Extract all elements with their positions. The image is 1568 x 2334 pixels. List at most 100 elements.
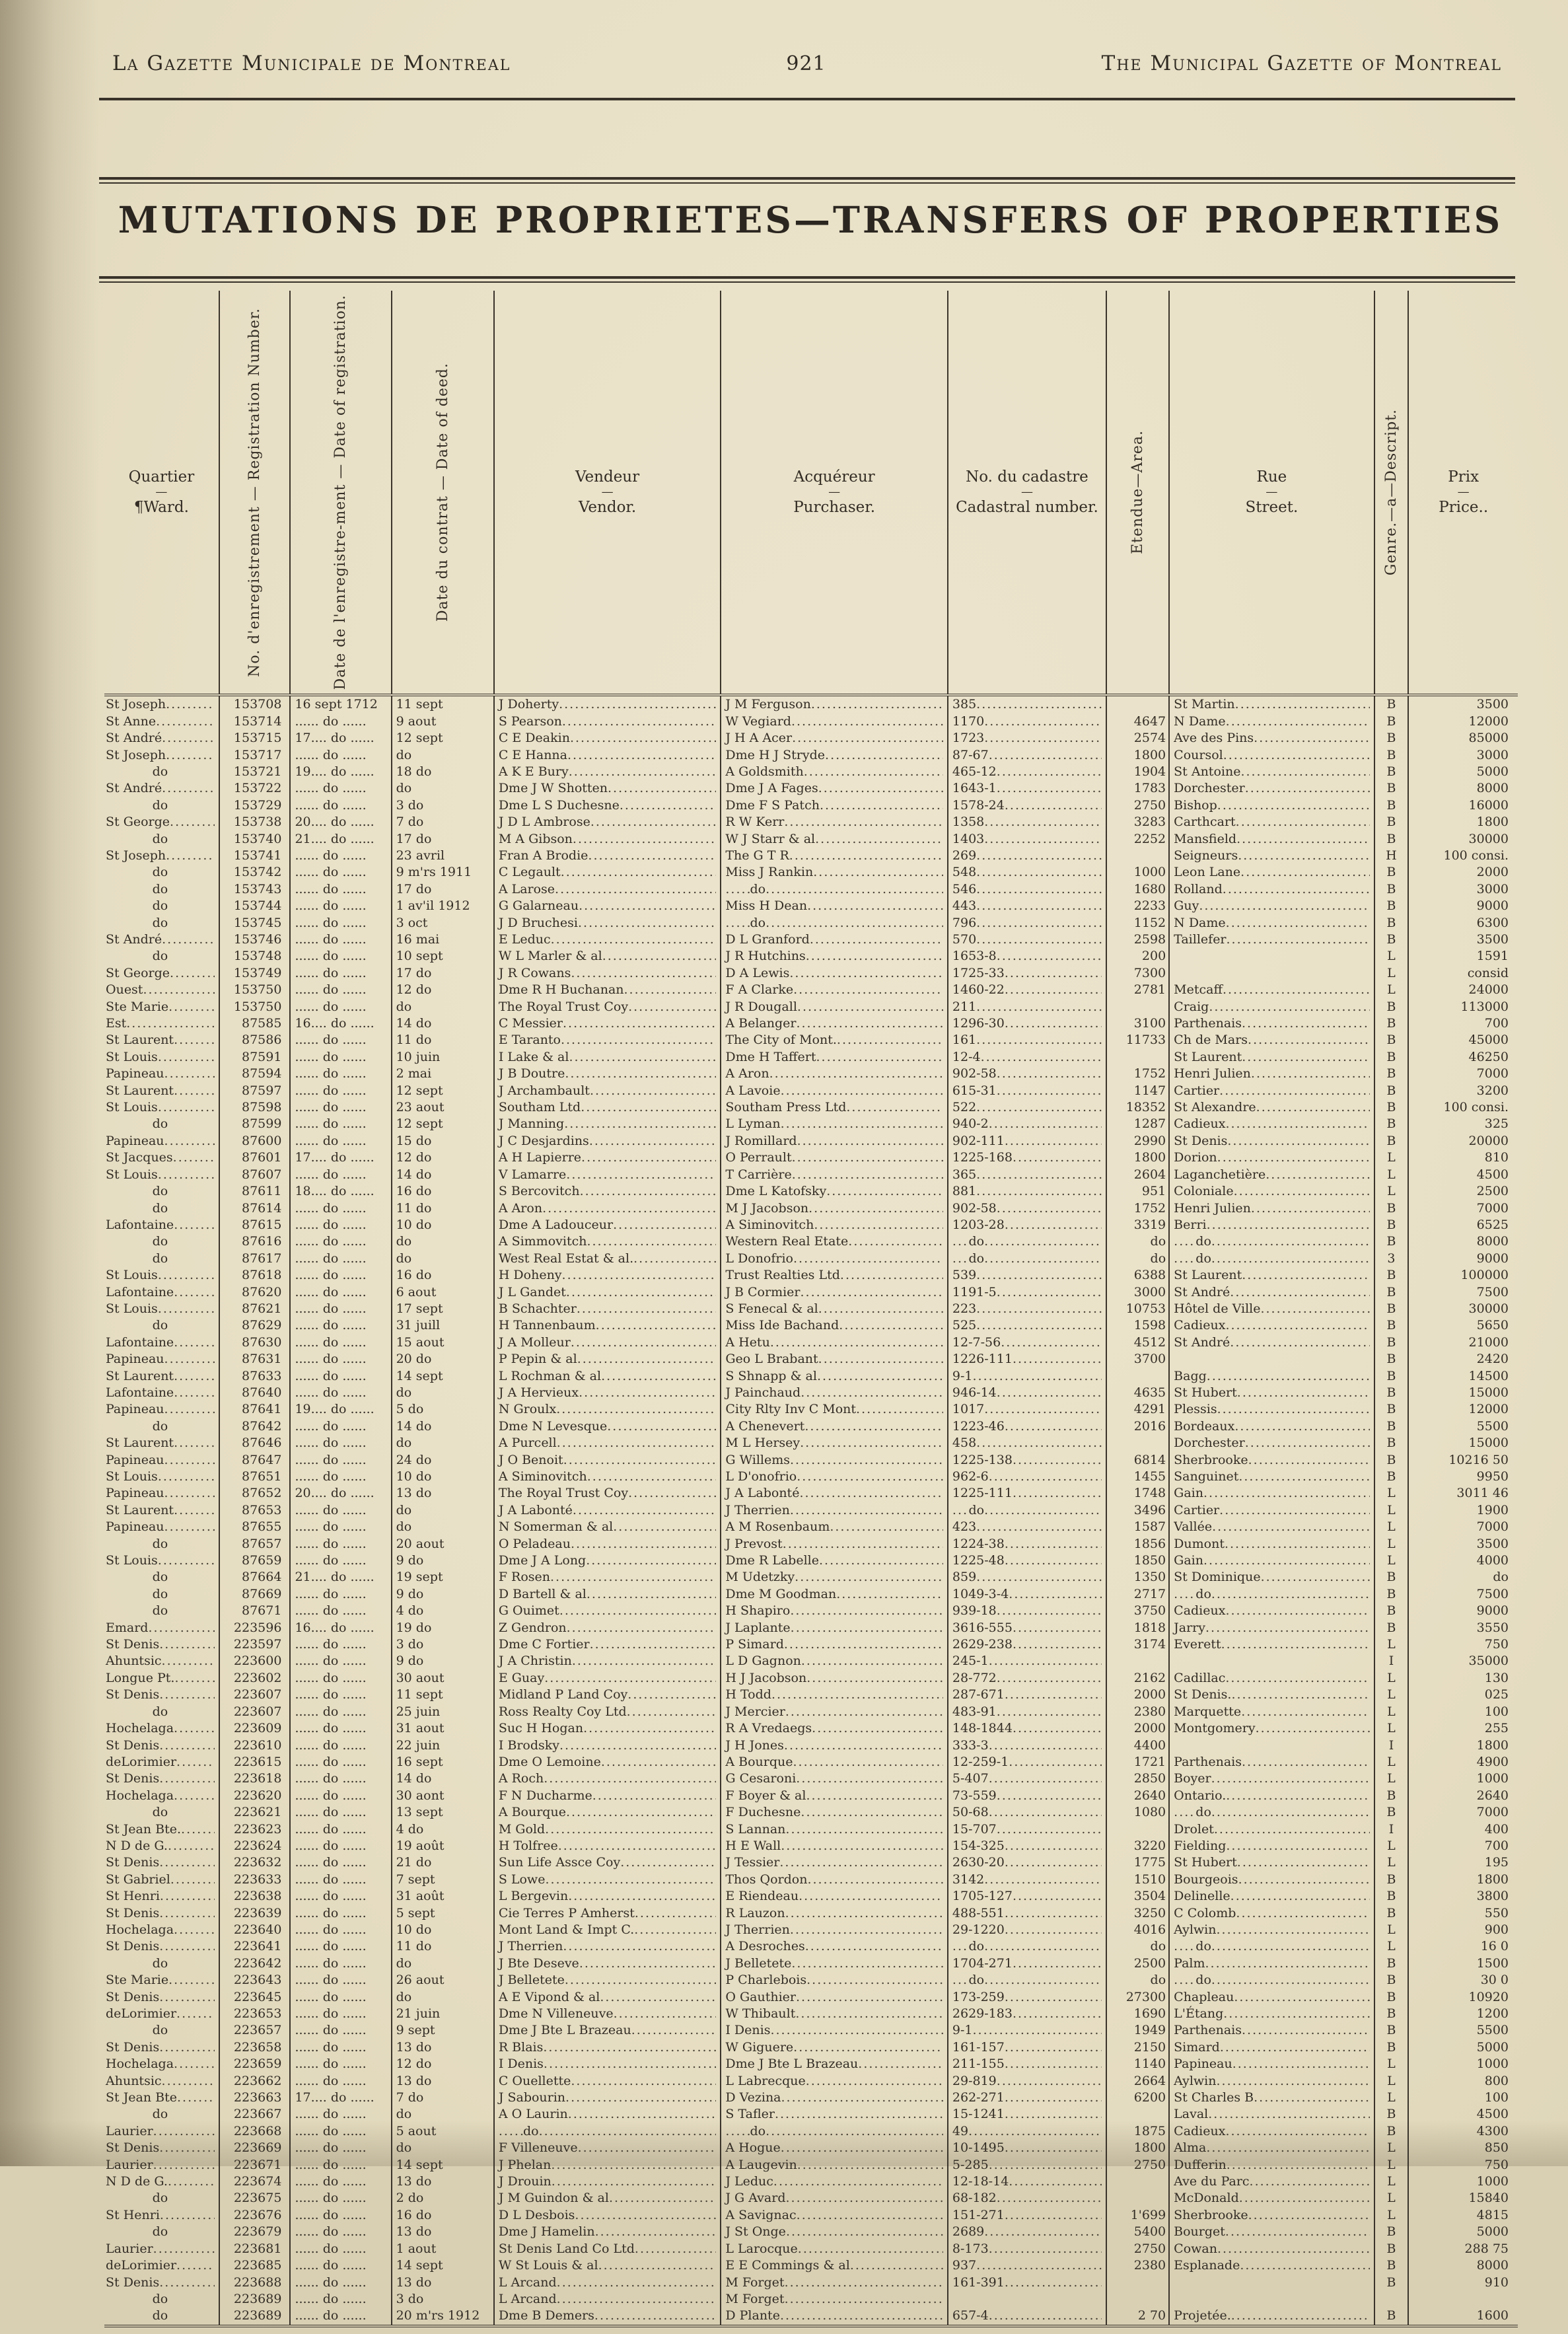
cell-street: Esplanade — [1168, 2257, 1374, 2275]
cell-genre: B — [1373, 1469, 1409, 1486]
cell-date_reg: ...... do ...... — [289, 1535, 392, 1553]
cell-area: 5400 — [1105, 2224, 1170, 2241]
cell-date_reg: ...... do ...... — [289, 898, 392, 915]
cell-genre: B — [1373, 1351, 1409, 1368]
cell-price: 3500 — [1408, 1535, 1518, 1553]
cell-vendor: J Sabourin — [493, 2090, 721, 2107]
cell-price: 1500 — [1408, 1955, 1518, 1973]
cell-cadastre: 8-173 — [946, 2240, 1106, 2258]
cell-date_deed: 16 do — [390, 1183, 494, 1200]
cell-purchaser: Thos Qordon — [720, 1871, 948, 1889]
cell-ward: St Denis — [104, 1636, 219, 1653]
cell-ward: do — [152, 2291, 168, 2306]
cell-cadastre: 87-67 — [946, 747, 1106, 764]
transfers-table: Quartier — ¶Ward. No. d'enregistrement — Re… — [104, 291, 1518, 2334]
cell-date_deed: 16 do — [390, 1267, 494, 1284]
cell-date_deed: 20 aout — [390, 1535, 494, 1553]
cell-street: Fielding — [1168, 1837, 1374, 1855]
table-row: Ste Marie223643...... do ......26 aoutJ … — [104, 1972, 1518, 1989]
cell-area — [1105, 1435, 1170, 1452]
cell-vendor: F Rosen — [493, 1569, 721, 1586]
cell-ward: do — [152, 764, 168, 779]
cell-price: 2500 — [1408, 1183, 1518, 1200]
cell-cadastre: 161-157 — [946, 2039, 1106, 2057]
cell-vendor: Ross Realty Coy Ltd — [493, 1703, 721, 1721]
cell-price: 3200 — [1408, 1082, 1518, 1100]
cell-vendor: Dme L S Duchesne — [493, 797, 721, 815]
cell-area: 2598 — [1105, 931, 1170, 949]
cell-purchaser: The City of Mont. — [720, 1032, 948, 1049]
title-rule-bottom-2 — [99, 281, 1515, 283]
cell-area: 1080 — [1105, 1804, 1170, 1821]
cell-vendor: J D L Ambrose — [493, 814, 721, 831]
cell-ward: St Anne — [104, 713, 219, 730]
cell-vendor: N Somerman & al — [493, 1519, 721, 1536]
cell-vendor: J Drouin — [493, 2173, 721, 2191]
cell-street: St André — [1168, 1334, 1374, 1352]
cell-vendor: F Villeneuve — [493, 2140, 721, 2157]
cell-ward: Lafontaine — [104, 1284, 219, 1301]
cell-ward: N D de G. — [104, 2173, 219, 2190]
cell-reg_no: 87586 — [218, 1032, 291, 1049]
scanned-page: La Gazette Municipale de Montreal 921 Th… — [0, 0, 1568, 2166]
cell-cadastre: 10-1495 — [946, 2140, 1106, 2157]
cell-price: 16 0 — [1408, 1938, 1518, 1955]
cell-ward: do — [152, 1234, 168, 1249]
cell-vendor: J A Labonté — [493, 1502, 721, 1519]
cell-purchaser: Dme J A Fages — [720, 780, 948, 797]
cell-vendor: W L Marler & al — [493, 948, 721, 965]
cell-date_reg: ...... do ...... — [289, 1267, 392, 1284]
cell-date_reg: ...... do ...... — [289, 797, 392, 815]
cell-ward: St Denis — [104, 1938, 219, 1955]
cell-genre: B — [1373, 1300, 1409, 1318]
cell-reg_no: 223681 — [218, 2240, 291, 2258]
cell-street: C Colomb — [1168, 1905, 1374, 1922]
cell-area: do — [1105, 1938, 1170, 1955]
cell-street: Bourgeois — [1168, 1871, 1374, 1889]
cell-price: 85000 — [1408, 730, 1518, 747]
cell-date_reg: ...... do ...... — [289, 2257, 392, 2275]
cell-purchaser: A Lavoie — [720, 1082, 948, 1100]
cell-area: 2500 — [1105, 1955, 1170, 1973]
cell-reg_no: 87597 — [218, 1082, 291, 1100]
table-row: St Henri223676...... do ......16 doD L D… — [104, 2206, 1518, 2224]
table-row: do 223689...... do ......3 doL ArcandM Fo… — [104, 2290, 1518, 2308]
cell-cadastre: 1225-48 — [946, 1552, 1106, 1570]
cell-vendor: Dme J W Shotten — [493, 780, 721, 797]
cell-area: 2781 — [1105, 982, 1170, 999]
cell-purchaser: S Lannan — [720, 1821, 948, 1838]
cell-purchaser: L D Gagnon — [720, 1653, 948, 1670]
cell-date_reg: ...... do ...... — [289, 1888, 392, 1905]
cell-reg_no: 223624 — [218, 1837, 291, 1855]
cell-purchaser: O Gauthier — [720, 1988, 948, 2006]
cell-date_reg: 18.... do ...... — [289, 1183, 392, 1200]
cell-area: 1775 — [1105, 1854, 1170, 1872]
cell-area: 1949 — [1105, 2022, 1170, 2039]
cell-purchaser: The G T R — [720, 847, 948, 865]
cell-street: Berri — [1168, 1216, 1374, 1234]
cell-street: Jarry — [1168, 1619, 1374, 1637]
cell-ward: St Henri — [104, 2207, 219, 2224]
cell-ward: St Denis — [104, 1737, 219, 1754]
cell-vendor: A Simmovitch — [493, 1233, 721, 1251]
table-row: Longue Pt.223602...... do ......30 aoutE… — [104, 1669, 1518, 1687]
cell-cadastre: 223 — [946, 1300, 1106, 1318]
cell-cadastre: 423 — [946, 1519, 1106, 1536]
cell-reg_no: 87669 — [218, 1586, 291, 1603]
cell-area: 1000 — [1105, 864, 1170, 881]
cell-cadastre: 1358 — [946, 814, 1106, 831]
cell-area: 1856 — [1105, 1535, 1170, 1553]
cell-purchaser: J Mercier — [720, 1703, 948, 1721]
cell-street — [1168, 948, 1374, 965]
cell-purchaser: J Prevost — [720, 1535, 948, 1553]
cell-purchaser: J Leduc — [720, 2173, 948, 2191]
cell-ward: do — [152, 1586, 168, 1601]
cell-cadastre: 50-68 — [946, 1804, 1106, 1821]
cell-reg_no: 87621 — [218, 1300, 291, 1318]
cell-genre: L — [1373, 948, 1409, 965]
cell-purchaser: M Forget — [720, 2274, 948, 2291]
cell-area: 1510 — [1105, 1871, 1170, 1889]
cell-reg_no: 87629 — [218, 1317, 291, 1334]
cell-price: 8000 — [1408, 780, 1518, 797]
